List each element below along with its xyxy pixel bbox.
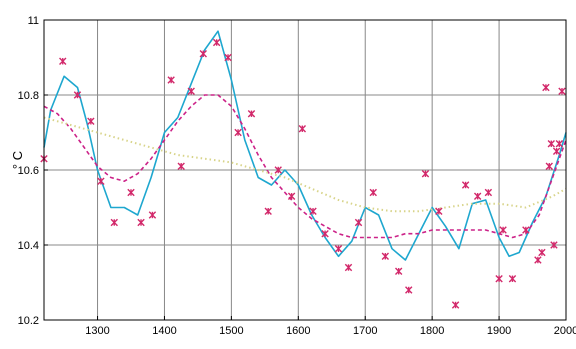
scatter-point	[148, 211, 157, 219]
scatter-point	[354, 218, 363, 227]
scatter-point	[309, 207, 317, 215]
scatter-point	[167, 76, 175, 84]
scatter-point	[234, 128, 242, 137]
scatter-point	[421, 170, 430, 178]
y-tick-label: 11	[28, 15, 39, 27]
scatter-point	[298, 125, 307, 133]
y-axis-label: ° C	[10, 151, 25, 169]
scatter-point	[451, 301, 460, 309]
scatter-point	[344, 263, 353, 272]
scatter-point	[264, 207, 272, 215]
x-tick-label: 1800	[420, 325, 444, 337]
scatter-point	[542, 83, 550, 92]
scatter-point	[495, 275, 503, 283]
x-tick-label: 1400	[152, 325, 176, 337]
scatter-point	[97, 177, 105, 185]
scatter-point	[73, 91, 82, 99]
scatter-point	[321, 230, 329, 238]
scatter-point	[369, 188, 377, 197]
scatter-point	[499, 226, 507, 234]
x-tick-label: 1500	[219, 325, 243, 337]
scatter-point	[558, 87, 566, 95]
scatter-point	[274, 166, 282, 174]
x-tick-label: 1900	[487, 325, 511, 337]
scatter-point	[461, 181, 470, 189]
y-tick-label: 10.8	[18, 90, 39, 102]
scatter-point	[87, 117, 95, 125]
y-tick-label: 10.6	[18, 165, 39, 177]
scatter-point	[137, 218, 145, 227]
x-tick-label: 1300	[85, 325, 109, 337]
scatter-point	[405, 286, 413, 294]
y-tick-label: 10.4	[18, 240, 39, 252]
x-tick-label: 1600	[286, 325, 310, 337]
y-tick-label: 10.2	[18, 315, 39, 327]
scatter-point	[508, 275, 517, 283]
scatter-point	[247, 110, 256, 118]
scatter-point	[224, 53, 232, 62]
scatter-point	[547, 140, 555, 148]
scatter-point	[522, 226, 530, 234]
series-line-dotted	[43, 116, 567, 213]
scatter-point	[334, 245, 343, 253]
scatter-point	[534, 256, 542, 264]
scatter-point	[59, 57, 67, 65]
x-tick-label: 2000	[554, 325, 576, 337]
scatter-point	[545, 162, 553, 170]
x-tick-label: 1700	[353, 325, 377, 337]
scatter-point	[473, 192, 482, 200]
scatter-point	[199, 50, 207, 58]
scatter-point	[287, 192, 296, 200]
series-line-dashed	[43, 94, 567, 239]
scatter-point	[552, 147, 561, 155]
scatter-point	[187, 87, 195, 95]
scatter-point	[538, 248, 546, 257]
scatter-point	[110, 218, 118, 227]
scatter-point	[484, 188, 493, 197]
scatter-point	[555, 140, 564, 148]
scatter-point	[177, 162, 185, 170]
scatter-point	[381, 252, 390, 260]
scatter-point	[212, 38, 221, 47]
scatter-point	[127, 188, 135, 197]
scatter-point	[394, 267, 403, 275]
scatter-point	[435, 207, 443, 215]
scatter-point	[550, 241, 558, 249]
series-line-solid	[43, 30, 567, 261]
